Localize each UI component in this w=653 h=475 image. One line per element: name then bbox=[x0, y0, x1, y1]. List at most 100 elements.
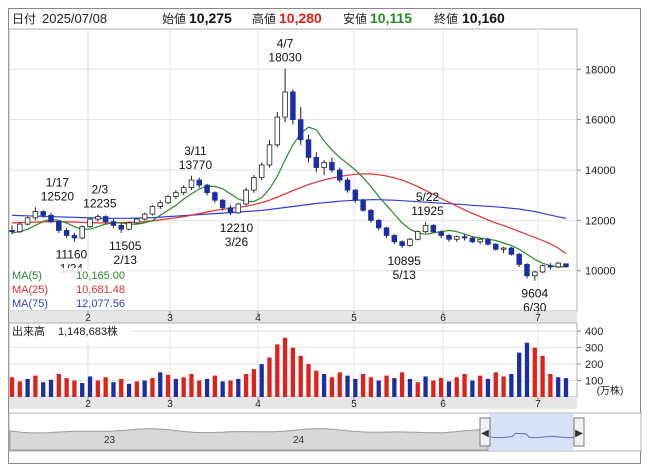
navigator-left-handle-box[interactable] bbox=[479, 417, 491, 447]
annotation-value: 5/13 bbox=[392, 268, 416, 282]
range-navigator[interactable]: 23 24 ◀ ▶ bbox=[8, 412, 642, 452]
navigator-right-handle[interactable]: ▶ bbox=[573, 417, 585, 447]
annotation-date: 12210 bbox=[220, 221, 254, 235]
candle-body bbox=[407, 238, 413, 246]
volume-bar bbox=[259, 364, 264, 397]
volume-bar bbox=[407, 378, 413, 397]
annotation-date: 5/22 bbox=[416, 190, 440, 204]
price-tick-label: 14000 bbox=[585, 165, 616, 177]
volume-bar bbox=[540, 355, 545, 397]
high-label: 高値 bbox=[252, 11, 276, 26]
volume-bar bbox=[454, 377, 459, 397]
annotation-value: 18030 bbox=[268, 51, 302, 65]
candle-body bbox=[141, 213, 148, 220]
volume-bar bbox=[48, 379, 54, 397]
month-label: 4 bbox=[255, 399, 261, 410]
candle-body bbox=[375, 219, 382, 229]
volume-tick-label: 200 bbox=[585, 359, 603, 371]
volume-bar bbox=[243, 373, 249, 397]
ma25-line bbox=[11, 173, 567, 255]
candle-body bbox=[422, 224, 429, 233]
candle-body bbox=[79, 226, 85, 239]
volume-bar bbox=[439, 378, 444, 397]
volume-bar bbox=[173, 378, 179, 397]
volume-bar bbox=[41, 382, 46, 397]
volume-bar bbox=[212, 375, 218, 397]
volume-bar bbox=[485, 378, 491, 397]
volume-bar bbox=[306, 364, 311, 397]
navigator-selected-line bbox=[489, 432, 575, 439]
volume-bar bbox=[314, 370, 319, 397]
candle-body bbox=[524, 264, 530, 277]
month-label: 2 bbox=[85, 399, 91, 410]
month-label: 3 bbox=[167, 399, 173, 410]
volume-bar bbox=[134, 381, 139, 397]
candle-body bbox=[329, 162, 335, 171]
chevron-right-icon: ▶ bbox=[575, 428, 583, 439]
volume-bar bbox=[392, 378, 397, 397]
candle-body bbox=[360, 199, 366, 211]
candle-body bbox=[383, 227, 390, 236]
volume-bar bbox=[267, 357, 272, 397]
month-label: 4 bbox=[255, 313, 261, 324]
ma75-value: 12,077.56 bbox=[76, 298, 125, 310]
open-value: 10,275 bbox=[189, 10, 232, 26]
candle-body bbox=[516, 253, 522, 265]
candle-body bbox=[173, 192, 179, 197]
ma25-label: MA(25) bbox=[12, 284, 48, 296]
candle-body bbox=[188, 179, 195, 189]
candle-body bbox=[180, 187, 187, 194]
volume-label: 出来高 bbox=[12, 324, 45, 338]
volume-bar bbox=[493, 372, 498, 397]
volume-bar bbox=[532, 347, 537, 397]
candle-body bbox=[313, 157, 320, 168]
price-tick-label: 18000 bbox=[585, 64, 616, 76]
month-label: 6 bbox=[440, 399, 446, 410]
candle-body bbox=[17, 223, 23, 233]
volume-tick-label: 100 bbox=[585, 376, 603, 388]
annotation-value: 12520 bbox=[41, 189, 75, 203]
candle-body bbox=[344, 179, 351, 191]
candle-body bbox=[149, 206, 156, 215]
volume-bar bbox=[236, 378, 241, 397]
ma-legend: MA(5) 10,165.00 MA(25) 10,681.48 MA(75) … bbox=[10, 268, 127, 310]
candle-body bbox=[297, 119, 304, 141]
navigator-year-label: 24 bbox=[293, 435, 305, 446]
month-label: 3 bbox=[167, 313, 173, 324]
volume-bar bbox=[189, 373, 194, 397]
annotation-date: 4/7 bbox=[277, 37, 294, 51]
candle-body bbox=[95, 216, 101, 220]
volume-bar bbox=[524, 342, 530, 397]
candle-body bbox=[9, 230, 15, 233]
candle-body bbox=[110, 221, 117, 226]
volume-bar bbox=[251, 369, 257, 397]
volume-bars bbox=[9, 337, 569, 397]
volume-bar bbox=[142, 380, 147, 397]
annotation-date: 2/3 bbox=[91, 182, 108, 196]
chevron-left-icon: ◀ bbox=[481, 428, 489, 439]
month-strip-bottom bbox=[9, 397, 577, 409]
navigator-selected-range[interactable] bbox=[489, 414, 574, 450]
volume-bar bbox=[423, 376, 428, 397]
candle-body bbox=[87, 218, 93, 228]
annotation-date: 11505 bbox=[109, 239, 142, 253]
candle-body bbox=[235, 203, 242, 214]
candle-body bbox=[469, 237, 476, 243]
volume-bar bbox=[399, 372, 405, 397]
navigator-right-handle-box[interactable] bbox=[573, 417, 585, 447]
candle-body bbox=[212, 192, 218, 201]
volume-bar bbox=[103, 377, 108, 397]
navigator-left-handle[interactable]: ◀ bbox=[479, 417, 491, 447]
ohlc-header: 日付 2025/07/08 始値 10,275 高値 10,280 安値 10,… bbox=[12, 10, 505, 26]
candle-body bbox=[227, 207, 234, 214]
month-label: 7 bbox=[535, 313, 541, 324]
volume-bar bbox=[165, 374, 171, 397]
candle-body bbox=[118, 224, 124, 230]
volume-bar bbox=[563, 378, 569, 397]
candle-body bbox=[321, 162, 327, 168]
date-value: 2025/07/08 bbox=[42, 11, 107, 26]
candle-body bbox=[461, 236, 468, 239]
month-label: 5 bbox=[351, 399, 357, 410]
ma5-label: MA(5) bbox=[12, 270, 42, 282]
